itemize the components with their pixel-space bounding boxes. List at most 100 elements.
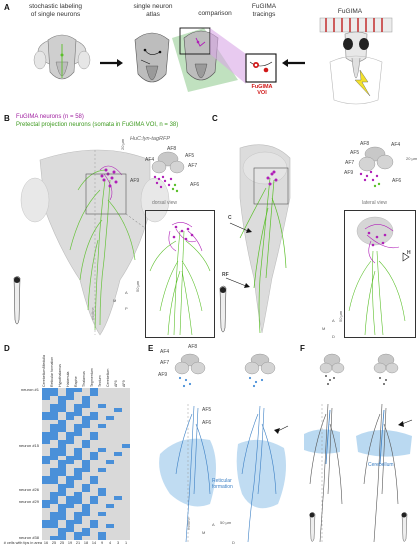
d-heatmap-cell (66, 524, 74, 529)
d-heatmap-cell (50, 516, 58, 521)
d-heatmap-cell (42, 504, 50, 509)
panel-letter-e: E (148, 344, 154, 353)
d-count-value: 25 (51, 541, 57, 545)
fugima-voi-label: FuGIMA VOI (251, 84, 273, 96)
b-axis-a: A (125, 290, 128, 295)
d-heatmap-cell (58, 532, 66, 537)
d-heatmap-cell (58, 512, 66, 517)
e-af6-label: AF6 (202, 420, 212, 426)
d-heatmap-cell (58, 504, 66, 509)
d-heatmap-cell (66, 528, 74, 533)
d-heatmap-cell (58, 452, 66, 457)
d-heatmap-cell (90, 416, 98, 421)
d-heatmap-cell (74, 476, 82, 481)
b-axis-m: M (113, 298, 117, 303)
d-column-header: Cerebellum (106, 368, 110, 387)
d-heatmap-cell (58, 440, 66, 445)
d-heatmap-cell (82, 508, 90, 513)
d-heatmap-cell (50, 512, 58, 517)
d-heatmap-cell (42, 388, 50, 393)
d-heatmap-cell (58, 460, 66, 465)
d-heatmap-cell (58, 424, 66, 429)
c-axis-m: M (322, 326, 326, 331)
panel-f-figure (304, 353, 413, 544)
d-column-header: Thalamus (82, 371, 86, 387)
d-row-label: neuron #29 (18, 499, 39, 504)
d-heatmap-cell (82, 440, 90, 445)
d-heatmap-cell (90, 500, 98, 505)
panel-letter-c: C (212, 114, 218, 123)
d-heatmap-cell (74, 500, 82, 505)
c-af9-label: AF9 (344, 170, 354, 176)
c-scale-20: 20 µm (406, 156, 418, 161)
d-row-labels: neuron #1 neuron #15 neuron #26 neuron #29 n… (0, 387, 42, 540)
d-heatmap-cell (50, 468, 58, 473)
d-heatmap-cell (90, 476, 98, 481)
d-heatmap-cell (82, 420, 90, 425)
d-heatmap-cell (42, 460, 50, 465)
d-heatmap-cell (58, 428, 66, 433)
c-lateral-inset (344, 210, 416, 338)
panel-c-figure (219, 144, 291, 334)
d-heatmap-cell (58, 408, 66, 413)
e-af5-label: AF5 (202, 407, 212, 413)
d-count-value: 9 (100, 541, 104, 545)
d-count-value: 3 (116, 541, 120, 545)
d-column-header: Reticular formation (50, 356, 54, 387)
d-heatmap-cell (98, 492, 106, 497)
d-heatmap-cell (74, 512, 82, 517)
d-heatmap-cell (74, 532, 82, 537)
d-heatmap-cell (98, 512, 106, 517)
e-af4-label: AF4 (160, 349, 170, 355)
panel-letter-a: A (4, 3, 10, 12)
d-heatmap-cell (82, 460, 90, 465)
d-heatmap-cell (50, 496, 58, 501)
d-heatmap-cell (106, 460, 114, 465)
d-heatmap-cell (74, 492, 82, 497)
d-heatmap-cell (82, 488, 90, 493)
d-heatmap-cell (74, 408, 82, 413)
panel-b-figure (13, 149, 170, 336)
d-heatmap-cell (42, 480, 50, 485)
d-heatmap-cell (114, 496, 122, 501)
d-heatmap-cell (50, 492, 58, 497)
d-heatmap-cell (50, 480, 58, 485)
d-heatmap-cell (66, 388, 74, 393)
fugima-fish (319, 17, 393, 105)
d-heatmap-cell (98, 536, 106, 541)
c-scale-50: 50 µm (338, 310, 343, 322)
d-column-header: Hypothalamus (58, 364, 62, 387)
d-heatmap-cell (50, 536, 58, 541)
d-heatmap-cell (50, 472, 58, 477)
d-heatmap-cell (58, 484, 66, 489)
d-heatmap-cell (74, 516, 82, 521)
d-heatmap-cell (66, 436, 74, 441)
d-heatmap-cell (42, 436, 50, 441)
e-axis-a: A (212, 522, 215, 527)
brain-schematic-2 (134, 32, 170, 83)
c-af5-label: AF5 (350, 150, 360, 156)
d-heatmap-cell (90, 456, 98, 461)
d-heatmap-cell (90, 388, 98, 393)
d-count-value: 4 (108, 541, 112, 545)
d-heatmap-cell (74, 448, 82, 453)
d-heatmap-cell (58, 420, 66, 425)
d-heatmap-cell (50, 424, 58, 429)
d-heatmap-cell (66, 484, 74, 489)
d-heatmap-cell (90, 524, 98, 529)
d-heatmap-cell (74, 472, 82, 477)
d-count-value: 14 (91, 541, 97, 545)
d-heatmap-cell (82, 504, 90, 509)
d-heatmap-cell (42, 500, 50, 505)
d-heatmap-cell (90, 432, 98, 437)
panel-letter-f: F (300, 344, 305, 353)
header-fugima-tracings: FuGIMA tracings (251, 3, 277, 18)
d-heatmap-cell (74, 520, 82, 525)
d-row-label: neuron #1 (20, 387, 39, 392)
panel-a-schematic (33, 17, 393, 105)
d-heatmap-cell (58, 468, 66, 473)
d-heatmap-cell (50, 428, 58, 433)
d-heatmap-cell (50, 416, 58, 421)
d-heatmap-cell (42, 456, 50, 461)
header-stochastic-labeling: stochastic labeling of single neurons (28, 3, 83, 18)
